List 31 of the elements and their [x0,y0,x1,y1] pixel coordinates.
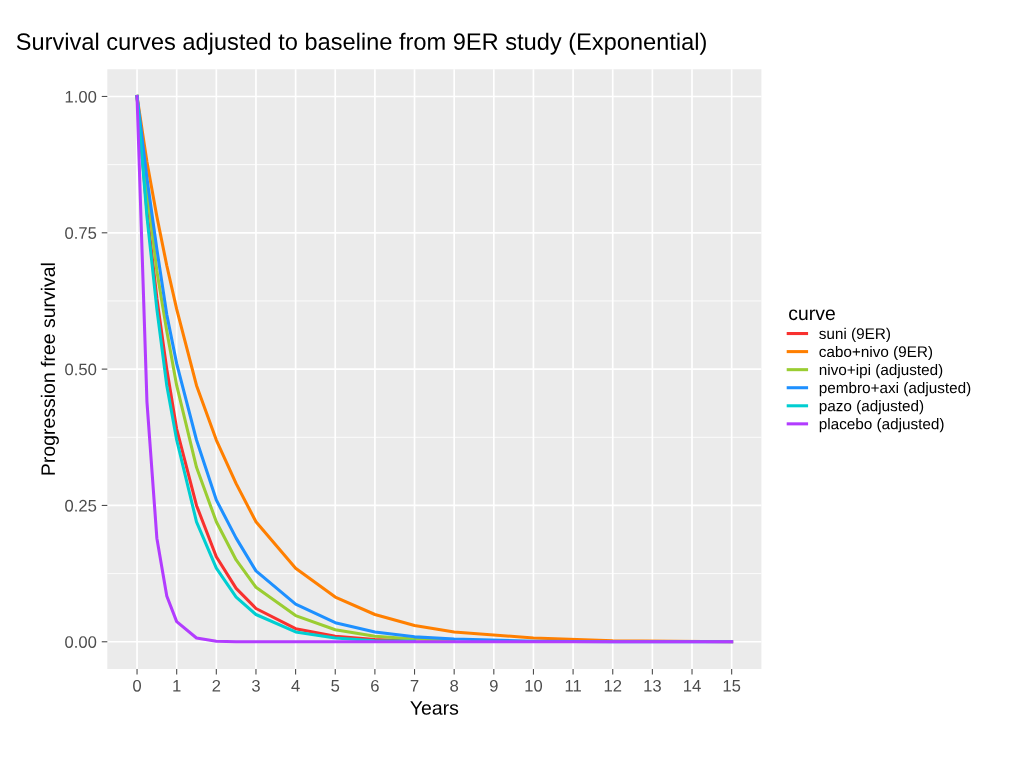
x-tick-label: 8 [450,679,459,692]
legend-label: nivo+ipi (adjusted) [819,363,943,379]
x-tick-label: 2 [212,679,221,692]
x-tick-label: 7 [410,680,419,692]
legend-label: pazo (adjusted) [819,400,924,415]
chart-title: Survival curves adjusted to baseline from 9ER study (Exponential) [16,32,706,55]
legend-label: cabo+nivo (9ER) [819,345,933,361]
x-tick-label: 12 [604,679,622,692]
y-tick-label: 0.50 [65,363,97,376]
x-tick-label: 0 [133,679,142,692]
legend-title: curve [789,309,835,321]
x-tick-label: 5 [331,680,340,692]
x-tick-label: 15 [723,680,741,692]
y-tick-label: 0.25 [65,499,97,512]
x-tick-label: 9 [489,679,498,692]
legend-label: suni (9ER) [819,327,890,343]
x-axis-title: Years [410,701,459,715]
legend-label: pembro+axi (adjusted) [819,382,971,397]
x-tick-label: 13 [644,679,661,692]
y-tick-label: 0.00 [65,636,97,648]
legend-label: placebo (adjusted) [819,418,944,433]
x-tick-label: 4 [291,680,300,692]
x-tick-label: 1 [173,680,181,692]
x-tick-label: 14 [684,680,701,692]
y-tick-label: 1.00 [65,90,97,103]
x-tick-label: 10 [525,679,543,692]
x-tick-label: 3 [251,679,260,692]
x-tick-label: 6 [371,679,379,692]
y-axis-title: Progression free survival [40,263,59,475]
x-tick-label: 11 [565,680,581,692]
y-tick-label: 0.75 [65,227,97,239]
